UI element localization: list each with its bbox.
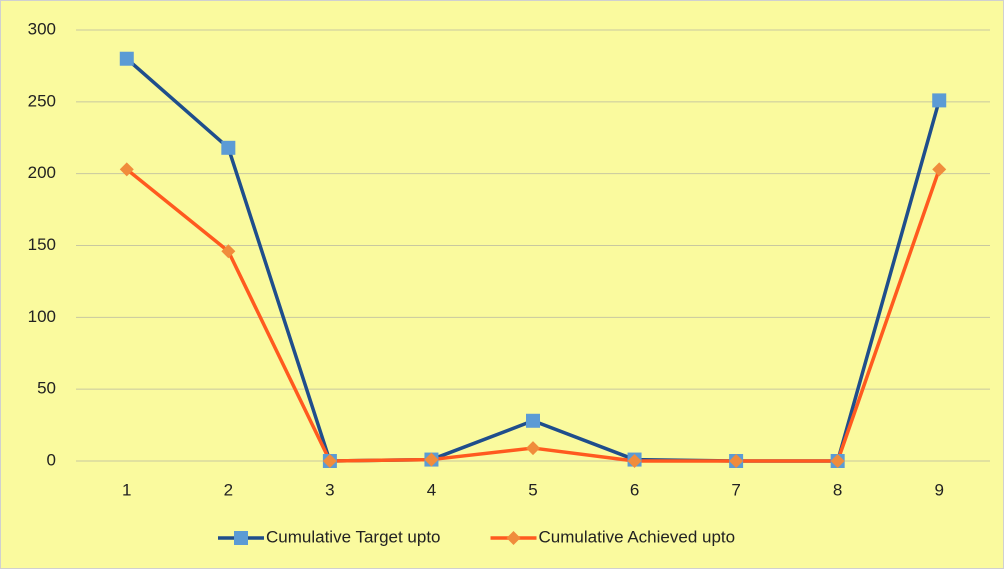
x-tick-label: 9 <box>934 480 943 499</box>
marker <box>424 452 439 467</box>
y-tick-label: 100 <box>28 307 56 326</box>
legend-label: Cumulative Target upto <box>266 527 441 546</box>
y-tick-label: 200 <box>28 163 56 182</box>
marker <box>729 454 744 468</box>
x-tick-label: 5 <box>528 480 537 499</box>
marker <box>526 441 540 456</box>
x-tick-label: 3 <box>325 480 334 499</box>
marker <box>221 244 236 259</box>
marker <box>221 140 236 155</box>
marker <box>119 162 134 177</box>
x-tick-label: 8 <box>833 480 842 499</box>
y-tick-label: 150 <box>28 235 56 254</box>
marker <box>830 454 845 468</box>
marker <box>322 454 337 468</box>
y-tick-label: 50 <box>37 379 56 398</box>
x-tick-label: 4 <box>427 480 436 499</box>
marker <box>932 162 947 177</box>
marker <box>627 454 642 468</box>
x-tick-label: 6 <box>630 480 639 499</box>
x-tick-label: 1 <box>122 480 131 499</box>
y-tick-label: 300 <box>28 19 56 38</box>
y-tick-label: 0 <box>47 450 56 469</box>
marker <box>119 51 134 66</box>
marker <box>526 413 540 428</box>
x-tick-label: 7 <box>731 480 740 499</box>
marker <box>234 531 248 545</box>
marker <box>506 531 521 545</box>
y-tick-label: 250 <box>28 91 56 110</box>
marker <box>932 93 947 108</box>
x-tick-label: 2 <box>224 480 233 499</box>
legend-label: Cumulative Achieved upto <box>539 527 736 546</box>
